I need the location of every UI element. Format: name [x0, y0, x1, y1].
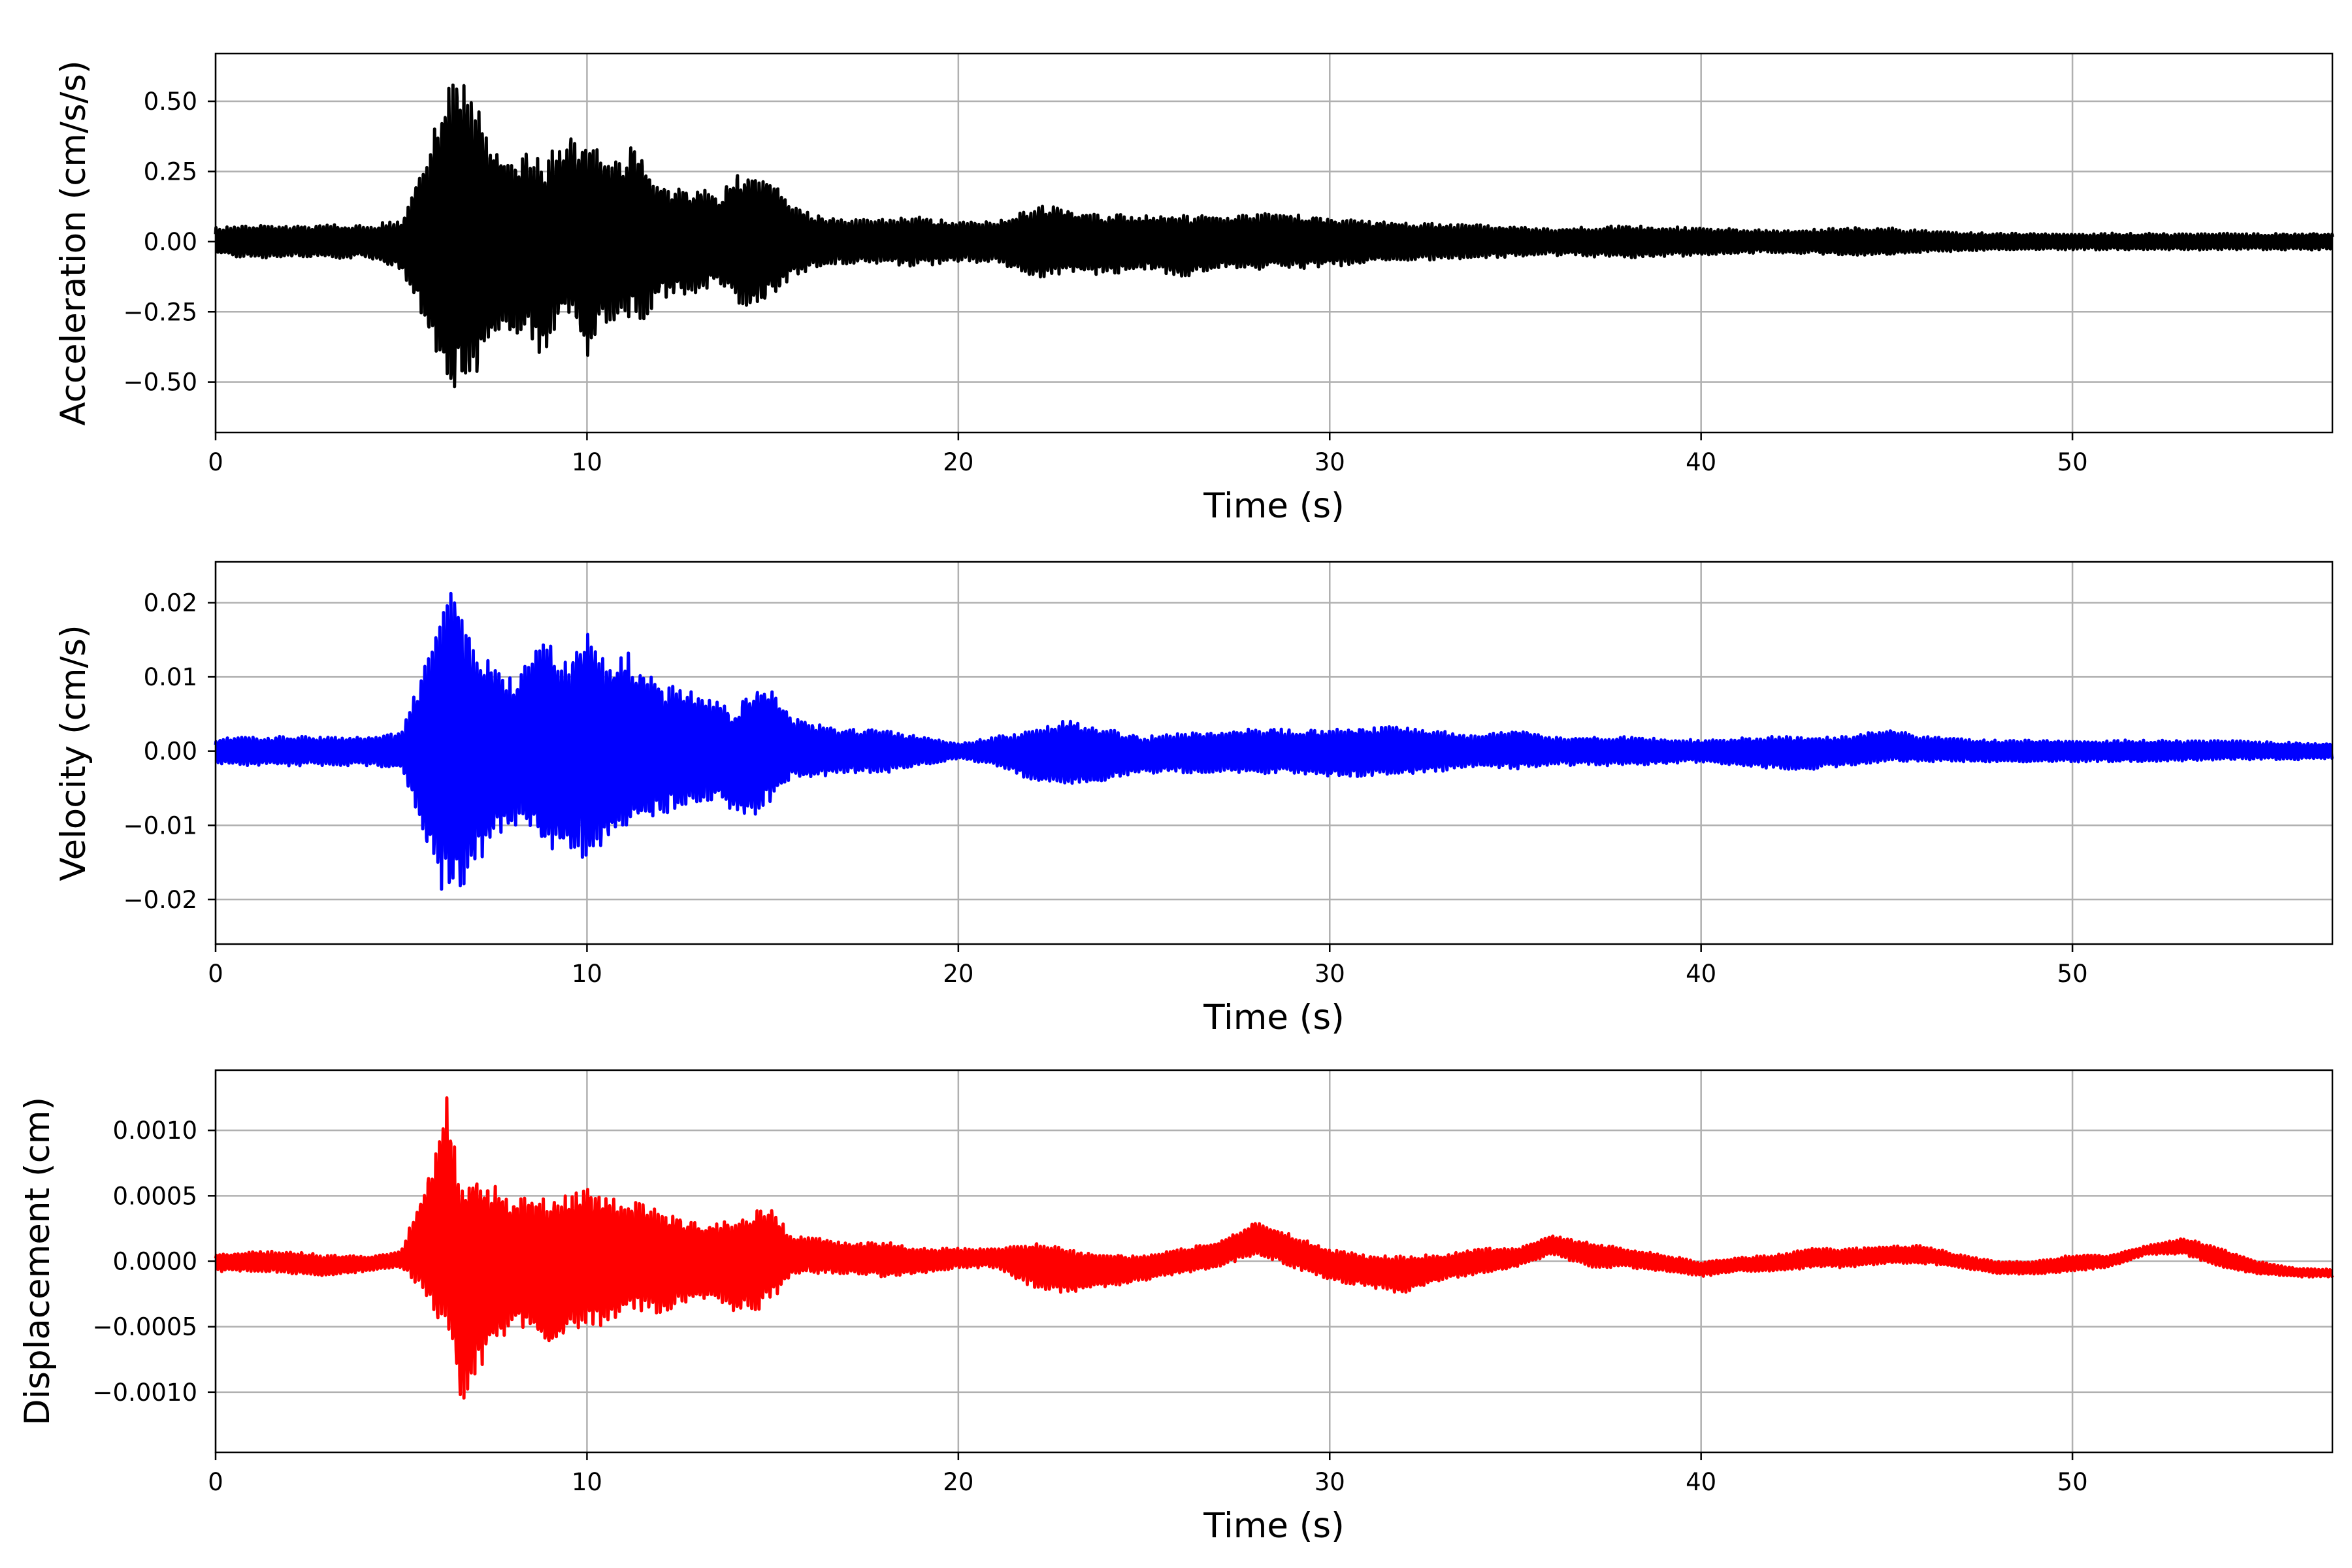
velocity-x-tick-label: 0 [208, 960, 223, 988]
velocity-y-tick-label: −0.01 [123, 811, 197, 840]
acceleration-x-tick-label: 30 [1315, 448, 1345, 476]
velocity-plot-frame [214, 561, 2334, 945]
displacement-y-tick-label: 0.0000 [113, 1248, 197, 1276]
acceleration-x-tick-label: 40 [1686, 448, 1716, 476]
velocity-x-tick-label: 50 [2057, 960, 2088, 988]
displacement-y-tick-label: 0.0005 [113, 1182, 197, 1210]
displacement-y-tick-label: −0.0005 [93, 1313, 197, 1341]
acceleration-y-tick-label: 0.00 [144, 228, 197, 256]
velocity-y-tick-label: −0.02 [123, 886, 197, 914]
acceleration-y-tick-label: 0.50 [144, 88, 197, 116]
displacement-y-tick-label: 0.0010 [113, 1117, 197, 1145]
displacement-x-tick-label: 50 [2057, 1468, 2088, 1496]
velocity-x-tick-label: 10 [572, 960, 602, 988]
acceleration-x-tick-label: 50 [2057, 448, 2088, 476]
velocity-x-axis-label: Time (s) [1203, 998, 1345, 1037]
acceleration-x-tick-label: 10 [572, 448, 602, 476]
acceleration-trace [214, 83, 2334, 389]
velocity-y-tick-label: 0.02 [144, 589, 197, 617]
velocity-x-tick-label: 40 [1686, 960, 1716, 988]
velocity-y-axis-label: Velocity (cm/s) [54, 625, 93, 881]
velocity-panel: 0 10 20 30 40 50 0.02 0.01 0.00 −0.01 −0.02 Time (… [54, 561, 2334, 1037]
displacement-x-tick-label: 10 [572, 1468, 602, 1496]
velocity-y-tick-label: 0.01 [144, 663, 197, 691]
acceleration-y-tick-label: −0.25 [123, 298, 197, 326]
acceleration-y-tick-label: 0.25 [144, 157, 197, 186]
velocity-y-tick-label: 0.00 [144, 738, 197, 766]
velocity-x-tick-label: 30 [1315, 960, 1345, 988]
displacement-x-tick-label: 20 [943, 1468, 973, 1496]
displacement-y-tick-label: −0.0010 [93, 1379, 197, 1407]
acceleration-panel: 0 10 20 30 40 50 0.50 0.25 0.00 −0.25 −0.50 Time (… [54, 52, 2334, 526]
displacement-x-tick-label: 40 [1686, 1468, 1716, 1496]
acceleration-y-axis-label: Acceleration (cm/s/s) [54, 60, 93, 425]
displacement-x-axis-label: Time (s) [1203, 1506, 1345, 1546]
displacement-panel: 0 10 20 30 40 50 0.0010 0.0005 0.0000 −0.0005 −0.0… [18, 1069, 2334, 1546]
displacement-y-axis-label: Displacement (cm) [18, 1097, 57, 1426]
velocity-x-tick-label: 20 [943, 960, 973, 988]
acceleration-x-tick-label: 20 [943, 448, 973, 476]
acceleration-plot-frame [214, 52, 2334, 434]
acceleration-y-tick-label: −0.50 [123, 368, 197, 397]
displacement-x-tick-label: 0 [208, 1468, 223, 1496]
displacement-x-tick-label: 30 [1315, 1468, 1345, 1496]
displacement-trace [214, 1096, 2334, 1400]
acceleration-x-axis-label: Time (s) [1203, 486, 1345, 526]
velocity-trace [214, 591, 2334, 891]
acceleration-x-tick-label: 0 [208, 448, 223, 476]
